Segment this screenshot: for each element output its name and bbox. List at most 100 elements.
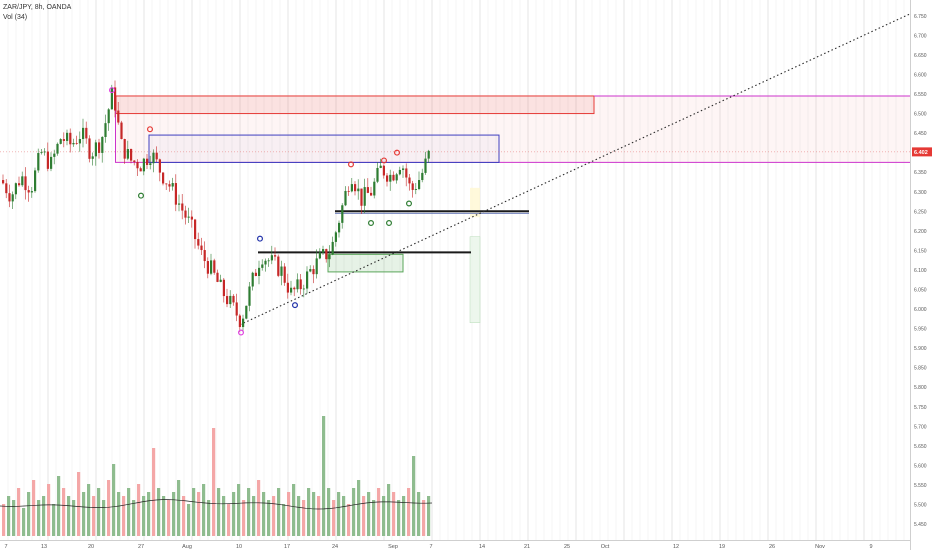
volume-bar (62, 488, 66, 536)
volume-bar (2, 504, 6, 536)
volume-bar (147, 492, 151, 536)
volume-bar (327, 488, 331, 536)
candle (277, 254, 280, 278)
volume-bar (12, 500, 16, 536)
candle (66, 129, 69, 146)
candle (5, 179, 8, 199)
candle (245, 305, 248, 320)
candle (152, 149, 155, 173)
volume-bar (317, 496, 321, 536)
volume-bar (307, 488, 311, 536)
volume-bar (72, 500, 76, 536)
candle (187, 207, 190, 223)
volume-bar (187, 504, 191, 536)
volume-bar (287, 492, 291, 536)
volume-bar (372, 500, 376, 536)
y-tick-label: 5.700 (914, 424, 927, 430)
candle (56, 142, 59, 156)
candle (229, 290, 232, 308)
volume-bar (427, 496, 431, 536)
candle (360, 188, 363, 214)
candle (328, 245, 331, 268)
volume-bar (217, 488, 221, 536)
candle (37, 148, 40, 173)
candle (405, 163, 408, 187)
candle (424, 151, 427, 175)
candle (232, 294, 235, 306)
volume-ma-line (0, 499, 433, 510)
candle (110, 84, 113, 110)
candle (373, 178, 376, 199)
candle (82, 118, 85, 148)
x-tick-label: 14 (479, 544, 485, 550)
swing-marker (257, 235, 264, 242)
swing-marker (108, 87, 115, 94)
volume-bar (112, 464, 116, 536)
y-tick-label: 6.600 (914, 72, 927, 78)
candle (274, 247, 277, 261)
y-tick-label: 6.300 (914, 190, 927, 196)
volume-bar (257, 480, 261, 536)
volume-bar (397, 500, 401, 536)
x-tick-label: 21 (524, 544, 530, 550)
volume-bar (362, 496, 366, 536)
candle (210, 253, 213, 276)
y-tick-label: 6.750 (914, 14, 927, 20)
candle (98, 138, 101, 159)
volume-bar (377, 488, 381, 536)
grid (7, 0, 905, 540)
volume-bar (32, 480, 36, 536)
candle (75, 135, 78, 145)
candle (296, 273, 299, 293)
candle (46, 142, 49, 172)
candle (162, 171, 165, 186)
price-badge-label: 6.402 (914, 150, 928, 156)
volume-bar (157, 488, 161, 536)
candle (251, 271, 254, 291)
y-tick-label: 6.700 (914, 33, 927, 39)
y-tick-label: 6.250 (914, 209, 927, 215)
candle (165, 183, 168, 191)
candle (347, 186, 350, 196)
candle (427, 149, 430, 164)
candle (395, 172, 398, 184)
x-tick-label: 20 (88, 544, 94, 550)
volume-bar (137, 484, 141, 536)
candle (379, 158, 382, 169)
candle (59, 138, 62, 145)
y-tick-label: 6.000 (914, 307, 927, 313)
volume-bar (242, 500, 246, 536)
x-tick-label: 19 (719, 544, 725, 550)
candle (331, 236, 334, 256)
volume-bar (107, 480, 111, 536)
candle (88, 135, 91, 163)
swing-marker (348, 161, 355, 168)
y-tick-label: 6.550 (914, 92, 927, 98)
candle (24, 167, 27, 200)
swing-marker (368, 220, 375, 227)
symbol-title: ZAR/JPY, 8h, OANDA (3, 4, 72, 11)
volume-bar (192, 488, 196, 536)
candle (322, 245, 325, 255)
candle (219, 274, 222, 283)
y-tick-label: 6.150 (914, 248, 927, 254)
zone-blue-box (148, 134, 500, 163)
volume-bar (212, 428, 216, 536)
candle (178, 194, 181, 212)
candle (299, 273, 302, 295)
candle (120, 120, 123, 140)
candle (94, 139, 97, 166)
candle (107, 108, 110, 131)
volume-bar (267, 500, 271, 536)
candle (50, 152, 53, 172)
candle (2, 174, 5, 185)
volume-bar (337, 492, 341, 536)
candle (286, 273, 289, 299)
volume-bar (162, 496, 166, 536)
volume-bar (422, 500, 426, 536)
candle (312, 265, 315, 284)
y-tick-label: 6.050 (914, 288, 927, 294)
volume-bar (17, 488, 21, 536)
candle (114, 80, 117, 118)
